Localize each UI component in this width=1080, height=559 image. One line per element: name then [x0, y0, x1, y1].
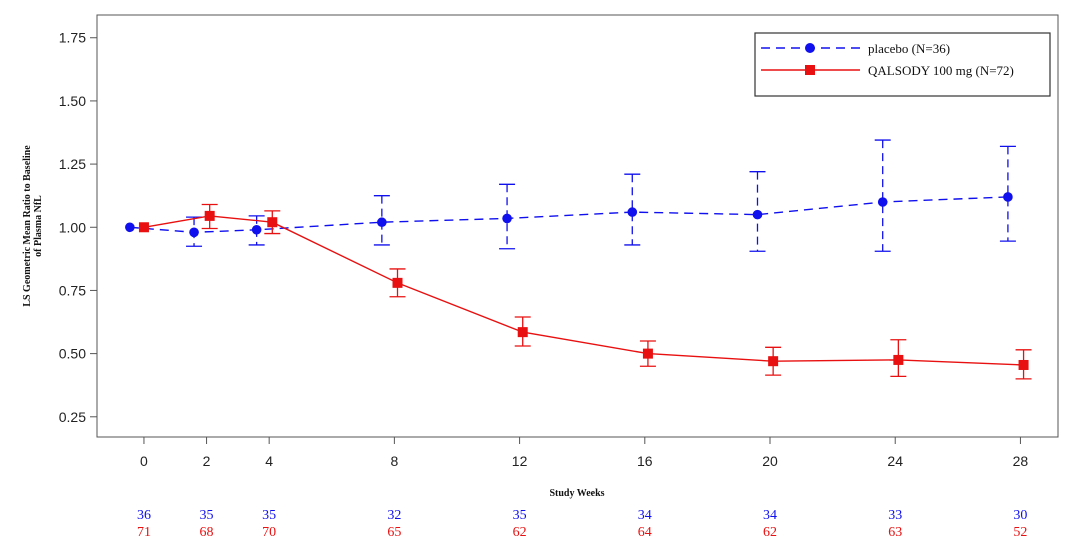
y-tick-label: 0.25 — [59, 409, 86, 425]
data-point — [768, 356, 779, 367]
data-point — [251, 224, 262, 235]
count-label: 35 — [200, 508, 214, 523]
y-axis-title-line: of Plasma NfL — [33, 195, 44, 257]
data-point — [189, 227, 199, 238]
x-tick-label: 20 — [762, 453, 778, 469]
legend-marker — [805, 65, 815, 75]
y-axis-title-group: LS Geometric Mean Ratio to Baseline of Pl… — [22, 145, 44, 307]
count-label: 30 — [1013, 508, 1027, 523]
data-point — [502, 213, 512, 224]
count-label: 52 — [1013, 525, 1027, 540]
data-point — [267, 217, 278, 228]
y-tick-label: 1.25 — [59, 156, 86, 172]
legend-box — [754, 32, 1051, 97]
series-line — [129, 196, 1008, 234]
at-risk-counts: 36 35 35 32 35 34 34 33 30 71 68 70 65 62 64 62 63 52 — [137, 508, 1027, 540]
series-qalsody — [138, 203, 1032, 380]
count-label: 35 — [513, 508, 527, 523]
y-tick-label: 1.75 — [59, 30, 86, 46]
data-point — [377, 217, 387, 228]
x-tick-label: 4 — [265, 453, 273, 469]
count-label: 36 — [137, 508, 151, 523]
series-layer — [125, 139, 1032, 380]
x-tick-label: 24 — [887, 453, 903, 469]
data-point — [627, 207, 638, 217]
count-label: 34 — [638, 508, 652, 523]
count-label: 68 — [200, 525, 214, 540]
axes — [96, 14, 1059, 438]
plot-frame — [96, 14, 1059, 438]
data-point — [392, 277, 403, 288]
data-point — [1003, 192, 1013, 202]
count-label: 71 — [137, 525, 151, 540]
y-axis-title: LS Geometric Mean Ratio to Baseline of Pl… — [22, 145, 44, 307]
count-label: 32 — [387, 508, 401, 523]
y-axis-ticks: 0.25 0.50 0.75 1.00 1.25 1.50 1.75 — [59, 30, 97, 425]
x-tick-label: 2 — [203, 453, 211, 469]
legend-label: QALSODY 100 mg (N=72) — [868, 63, 1014, 78]
count-label: 33 — [888, 508, 902, 523]
series-line — [143, 215, 1024, 366]
data-point — [517, 327, 528, 338]
count-label: 64 — [638, 525, 652, 540]
count-label: 70 — [262, 525, 276, 540]
data-point — [893, 354, 904, 365]
data-point — [125, 222, 135, 233]
data-point — [642, 348, 653, 359]
count-label: 63 — [888, 525, 902, 540]
count-label: 35 — [262, 508, 276, 523]
x-axis-ticks: 0 2 4 8 12 16 20 24 28 — [140, 437, 1028, 469]
y-axis-title-line: LS Geometric Mean Ratio to Baseline — [22, 145, 33, 307]
series-placebo — [125, 139, 1016, 252]
y-tick-label: 0.75 — [59, 282, 86, 298]
x-tick-label: 0 — [140, 453, 148, 469]
count-label: 65 — [387, 525, 401, 540]
y-tick-label: 0.50 — [59, 346, 86, 362]
data-point — [877, 197, 888, 207]
count-label: 62 — [763, 525, 777, 540]
data-point — [204, 210, 215, 221]
x-tick-label: 28 — [1013, 453, 1029, 469]
x-tick-label: 16 — [637, 453, 653, 469]
x-tick-label: 8 — [390, 453, 398, 469]
data-point — [138, 222, 149, 233]
legend: placebo (N=36) QALSODY 100 mg (N=72) — [754, 32, 1051, 97]
y-tick-label: 1.50 — [59, 93, 86, 109]
count-label: 62 — [513, 525, 527, 540]
y-tick-label: 1.00 — [59, 219, 86, 235]
x-axis-title: Study Weeks — [549, 488, 604, 499]
data-point — [1018, 359, 1029, 370]
legend-marker — [805, 43, 815, 53]
data-point — [752, 209, 763, 220]
x-tick-label: 12 — [512, 453, 528, 469]
count-label: 34 — [763, 508, 777, 523]
legend-label: placebo (N=36) — [868, 41, 950, 56]
